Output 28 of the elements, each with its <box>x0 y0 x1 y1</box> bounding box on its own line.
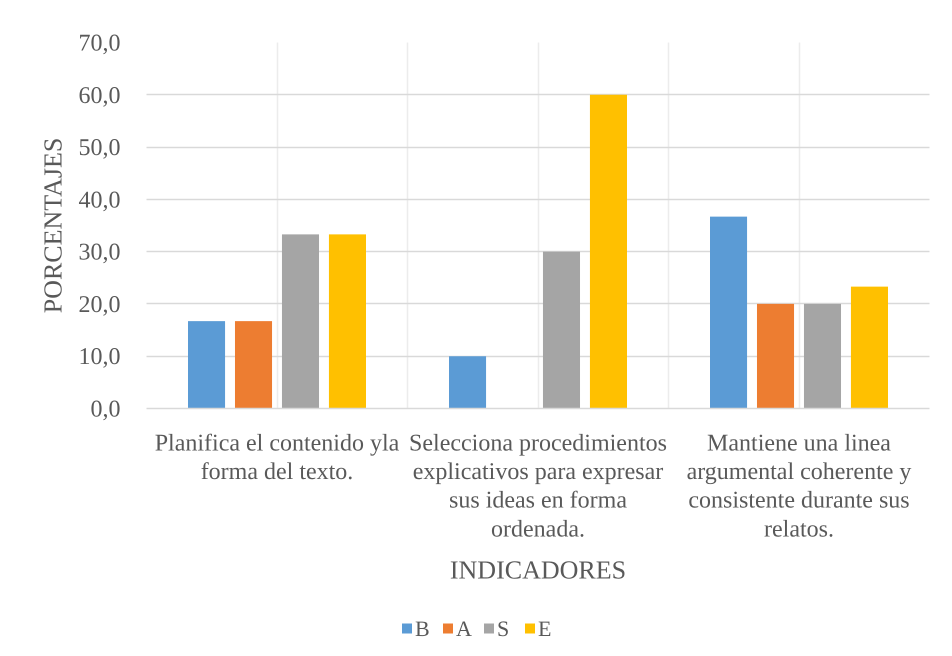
y-tick-label: 0,0 <box>90 396 120 422</box>
legend-label: E <box>538 616 552 641</box>
bar <box>188 321 226 408</box>
x-tick-label: Planifica el contenido yla forma del texto. <box>154 430 400 486</box>
bar <box>282 234 320 408</box>
x-axis-title: INDICADORES <box>450 555 626 584</box>
bar <box>328 234 366 408</box>
legend-label: B <box>415 616 430 641</box>
y-tick-label: 50,0 <box>78 135 120 162</box>
bar <box>542 252 580 408</box>
bar <box>850 286 888 408</box>
y-tick-label: 60,0 <box>78 82 120 109</box>
bar <box>710 216 748 408</box>
x-tick-label: Selecciona procedimientos explicativos para expresar sus ideas en forma ordenada. <box>409 430 667 542</box>
y-tick-label: 10,0 <box>78 344 120 370</box>
y-tick-label: 40,0 <box>78 187 120 214</box>
legend-label: A <box>456 616 472 641</box>
y-tick-label: 20,0 <box>78 292 120 318</box>
y-tick-label: 70,0 <box>78 30 120 56</box>
legend-label: S <box>497 616 510 641</box>
bar <box>590 94 627 408</box>
bar <box>804 304 842 408</box>
bar <box>234 321 272 408</box>
y-tick-label: 30,0 <box>78 240 120 266</box>
bar <box>449 356 486 408</box>
bar <box>756 304 794 408</box>
x-tick-label: Mantiene una linea argumental coherente y consistente durante sus relatos. <box>686 430 912 542</box>
y-axis-title: PORCENTAJES <box>38 138 68 314</box>
